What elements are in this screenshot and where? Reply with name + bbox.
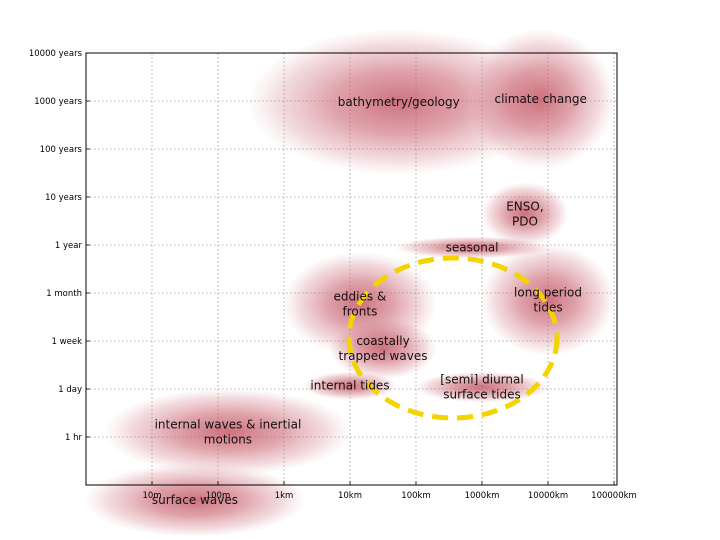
x-tick-label: 10000km — [528, 491, 568, 501]
label-climate-change: climate change — [494, 92, 586, 106]
label-coastally-trapped-waves: coastally — [356, 334, 409, 348]
label-eddies-fronts: eddies & — [334, 289, 387, 303]
x-tick-label: 1000km — [465, 491, 500, 501]
highlight-circle — [346, 255, 560, 421]
phenomena-regions — [86, 30, 614, 537]
region-seasonal — [396, 236, 548, 259]
y-tick-label: 1 week — [52, 337, 83, 347]
label-eddies-fronts: fronts — [343, 304, 378, 318]
region-internal-waves-inertial-motions — [105, 389, 350, 475]
label-seasonal: seasonal — [446, 240, 499, 254]
phenomena-labels: bathymetry/geology climate change ENSO,PDO… — [152, 92, 587, 507]
y-tick-label: 10000 years — [29, 49, 83, 59]
y-tick-label: 1000 years — [34, 97, 82, 107]
y-tick-label: 1 day — [58, 385, 82, 395]
label-coastally-trapped-waves: trapped waves — [339, 349, 428, 363]
y-tick-label: 100 years — [40, 145, 83, 155]
x-tick-label: 1km — [275, 491, 294, 501]
x-tick-label: 10m — [142, 491, 161, 501]
region-internal-tides — [303, 371, 397, 400]
label-surface-waves: surface waves — [152, 493, 238, 507]
x-tick-labels: 10m 100m 1km 10km 100km 1000km 10000km 100000km — [142, 481, 637, 501]
x-tick-label: 10km — [338, 491, 362, 501]
x-tick-label: 100000km — [591, 491, 637, 501]
label-enso-pdo: ENSO, — [506, 199, 543, 213]
label-internal-tides: internal tides — [310, 379, 389, 393]
plot-frame — [85, 52, 618, 486]
region-semi-diurnal-surface-tides — [416, 371, 548, 403]
label-semi-diurnal-surface-tides: surface tides — [443, 388, 520, 402]
y-tick-labels: 1 hr 1 day 1 week 1 month 1 year 10 years 100 … — [29, 49, 90, 443]
x-tick-label: 100m — [206, 491, 231, 501]
y-tick-label: 10 years — [45, 193, 82, 203]
y-tick-label: 1 month — [46, 289, 82, 299]
region-surface-waves — [86, 464, 304, 537]
y-tick-label: 1 year — [55, 241, 83, 251]
label-internal-waves-inertial-motions: motions — [204, 432, 252, 446]
label-internal-waves-inertial-motions: internal waves & inertial — [155, 417, 302, 431]
highlight-dashed-circle — [346, 255, 560, 421]
region-enso-pdo — [481, 182, 568, 245]
label-enso-pdo: PDO — [512, 214, 538, 228]
label-semi-diurnal-surface-tides: [semi] diurnal — [440, 373, 523, 387]
label-long-period-tides: long period — [514, 285, 582, 299]
label-long-period-tides: tides — [533, 300, 562, 314]
x-tick-label: 100km — [401, 491, 430, 501]
label-bathymetry-geology: bathymetry/geology — [338, 95, 460, 109]
region-climate-change — [467, 30, 614, 169]
region-long-period-tides — [482, 245, 614, 355]
region-bathymetry-geology — [249, 30, 548, 175]
y-tick-label: 1 hr — [65, 433, 82, 443]
